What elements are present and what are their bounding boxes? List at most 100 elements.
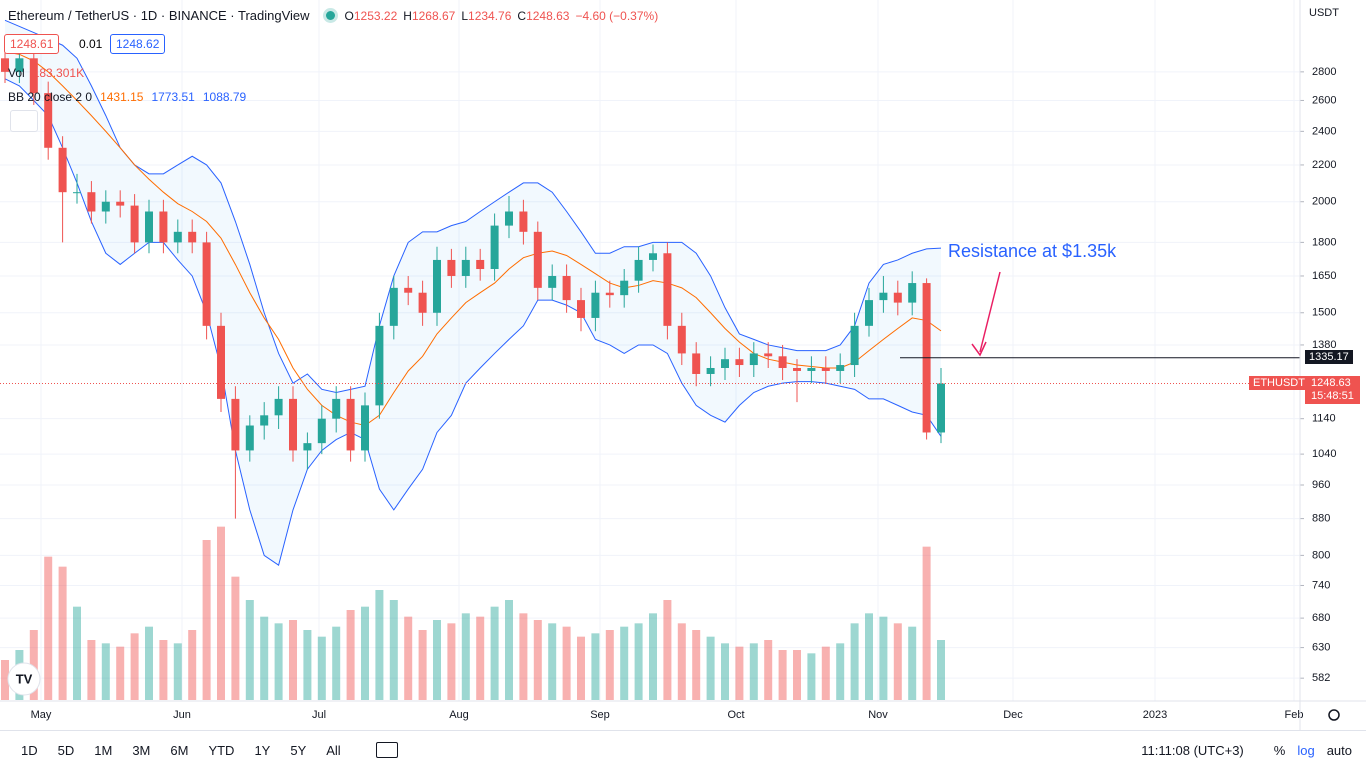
y-tick-label: 960 (1312, 479, 1330, 491)
volume-bar (145, 626, 153, 700)
x-tick-label: Jun (173, 709, 191, 721)
volume-bar (620, 626, 629, 700)
currency[interactable]: USDT (1309, 7, 1339, 19)
candle-body (461, 259, 470, 276)
x-tick-label: Nov (868, 709, 888, 721)
candle-body (721, 359, 729, 368)
buy-button[interactable]: 1248.62 (110, 34, 166, 54)
volume-bar (519, 613, 528, 700)
ohlc-key: O (344, 8, 354, 23)
range-button[interactable]: 1M (94, 742, 113, 758)
ohlc-key: H (403, 8, 412, 23)
volume-bar (303, 630, 312, 700)
scale-options: % log auto (1268, 743, 1358, 758)
candle-body (44, 93, 53, 148)
symbol-title[interactable]: Ethereum / TetherUS · 1D · BINANCE · Tra… (8, 8, 310, 23)
volume-bar (908, 626, 917, 700)
volume-layer (1, 526, 945, 700)
candle-body (73, 192, 81, 194)
grid: 582 630 680 740 800 880 960 1040 1140 1380 1500 165… (0, 0, 1336, 721)
candle-body (375, 325, 384, 406)
candle-body (533, 231, 542, 288)
x-tick-label: Sep (590, 709, 610, 721)
volume-bar (706, 636, 715, 700)
range-button[interactable]: 1Y (254, 742, 271, 758)
ohlc-value: 1234.76 (468, 8, 512, 23)
x-tick-label: Aug (449, 709, 469, 721)
candle-body (749, 353, 758, 366)
annotation[interactable]: Resistance at $1.35k (948, 241, 1117, 261)
bb-lower-value: 1088.79 (202, 90, 247, 104)
x-tick-label: May (31, 709, 52, 721)
scale-option[interactable]: log (1297, 742, 1315, 758)
range-button[interactable]: 5D (57, 742, 75, 758)
volume-bar (490, 606, 499, 700)
candle-body (807, 367, 816, 371)
volume-bar (793, 650, 801, 700)
volume-bar (73, 606, 81, 700)
y-tick-label: 1040 (1312, 448, 1336, 460)
candle-body (202, 242, 211, 326)
x-tick-label: Oct (727, 709, 744, 721)
range-button[interactable]: YTD (208, 742, 235, 758)
volume-bar (836, 643, 845, 700)
volume-bar (130, 633, 139, 700)
x-tick-label: 2023 (1143, 709, 1167, 721)
candle-body (663, 253, 672, 326)
candle-body (433, 259, 441, 313)
candle-body (562, 275, 571, 301)
candle-body (159, 211, 168, 243)
ohlc-item: L1234.76 (461, 9, 511, 23)
volume-bar (116, 646, 125, 700)
market-status (325, 11, 335, 20)
range-button[interactable]: 5Y (290, 742, 307, 758)
range-button[interactable]: 6M (170, 742, 189, 758)
y-tick-label: 2000 (1312, 196, 1336, 208)
candle-body (879, 292, 888, 301)
y-tick-label: 680 (1312, 612, 1330, 624)
volume-bar (1, 660, 9, 700)
settings-icon[interactable] (1328, 709, 1340, 721)
candle-body (404, 287, 413, 293)
candle-body (332, 398, 341, 419)
collapse-button[interactable] (10, 110, 38, 132)
volume-bar (548, 623, 557, 700)
candle-body (87, 192, 96, 212)
candle-layer (1, 46, 945, 519)
volume-bar (159, 640, 168, 700)
volume-bar (807, 653, 816, 700)
overlay-layer (0, 357, 1300, 385)
scale-option[interactable]: % (1273, 742, 1286, 758)
range-button[interactable]: 1D (21, 742, 38, 758)
y-tick-label: 1500 (1312, 307, 1336, 319)
volume-bar (433, 620, 441, 700)
candle-body (764, 353, 773, 357)
y-tick-label: 800 (1312, 549, 1330, 561)
ohlc-item: O1253.22 (345, 9, 398, 23)
ohlc-value: 1268.67 (411, 8, 456, 23)
candle-body (620, 280, 629, 296)
sell-button[interactable]: 1248.61 (4, 34, 60, 54)
candle-body (303, 443, 312, 451)
candle-body (634, 259, 643, 281)
volume-bar (663, 600, 672, 700)
scale-option[interactable]: auto (1326, 742, 1352, 758)
candle-body (505, 211, 513, 226)
clock[interactable]: 11:11:08 (UTC+3) (1141, 742, 1244, 758)
candle-body (605, 292, 614, 296)
candle-body (260, 415, 269, 426)
volume-bar (202, 540, 211, 700)
date-range-button[interactable] (375, 742, 398, 758)
ohlc-value: 1248.63 (526, 8, 570, 23)
header: Ethereum / TetherUS · 1D · BINANCE · Tra… (8, 8, 658, 23)
volume-bar (346, 610, 355, 700)
volume-bar (245, 600, 254, 700)
candle-body (317, 418, 326, 444)
range-button[interactable]: All (326, 742, 341, 758)
candle-body (850, 325, 859, 366)
range-button[interactable]: 3M (132, 742, 151, 758)
volume-bar (533, 620, 542, 700)
x-tick-label: Feb (1285, 709, 1304, 721)
